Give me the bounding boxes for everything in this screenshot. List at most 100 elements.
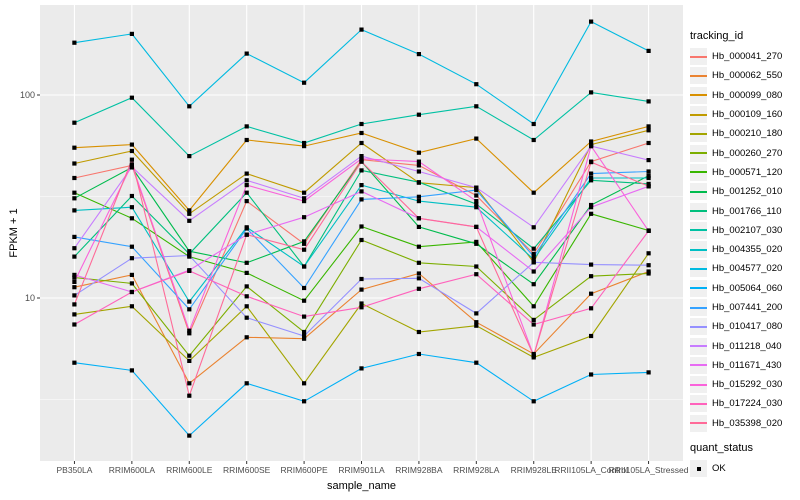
legend-item: Hb_000571_120 [690,163,798,182]
data-point [589,144,594,149]
data-point [531,304,536,309]
legend-color-line-icon [690,325,707,328]
data-point [531,246,536,251]
legend-color-line-icon [690,190,707,193]
data-point [474,185,479,190]
data-point [302,314,307,319]
x-tick-label: RRII105LA_Stressed [609,465,689,475]
data-point [244,190,249,195]
data-point [187,307,192,312]
data-point [187,218,192,223]
data-point [531,225,536,230]
data-point [129,193,134,199]
legend-item-label: Hb_000099_080 [712,89,783,101]
data-point [187,358,192,363]
data-point [302,239,307,244]
legend-color-line-icon [690,132,707,135]
legend-item-label: Hb_004355_020 [712,244,783,256]
data-point [531,282,536,287]
data-point [646,228,651,233]
data-point [416,150,421,155]
data-point [589,291,594,296]
data-point [187,299,192,304]
data-point [359,27,364,32]
quant-status-item: OK [690,459,798,478]
legend-key [690,337,707,355]
legend-key [690,48,707,66]
legend-item: Hb_015292_030 [690,375,798,394]
data-point [72,302,77,307]
legend-key [690,144,707,162]
data-point [531,254,536,259]
data-point [302,336,307,341]
legend-item-label: Hb_005064_060 [712,282,783,294]
data-point [359,305,364,310]
data-point [589,205,594,210]
legend-item: Hb_001252_010 [690,182,798,201]
data-point [302,199,307,204]
legend-item: Hb_000062_550 [690,66,798,85]
data-point [187,328,192,333]
legend-color-line-icon [690,287,707,290]
legend-item: Hb_010417_080 [690,317,798,336]
data-point [416,351,421,357]
data-point [416,52,421,57]
data-point [416,163,421,168]
data-point [72,312,77,317]
data-point [474,202,479,207]
x-tick-label: RRIM928BA [395,465,443,475]
legend-item: Hb_007441_200 [690,298,798,317]
data-point [244,270,249,275]
x-axis-title: sample_name [326,480,397,492]
data-point [187,249,192,254]
legend-item-label: Hb_004577_020 [712,263,783,275]
data-point [531,257,536,262]
legend-key [690,202,707,220]
data-point [474,199,479,204]
y-tick-label: 100 [20,90,35,100]
data-point [589,171,594,176]
data-point [187,393,192,398]
quant-ok-key [690,460,707,478]
legend-item: Hb_004355_020 [690,240,798,259]
data-point [244,178,249,183]
legend-key [690,414,707,432]
legend-item-label: Hb_000062_550 [712,70,783,82]
data-point [646,175,651,181]
data-point [187,268,192,273]
legend-key [690,318,707,336]
legend-color-line-icon [690,364,707,367]
legend-color-line-icon [690,171,707,174]
legend-color-line-icon [690,55,707,58]
data-point [589,211,594,216]
legend-items: Hb_000041_270 Hb_000062_550 Hb_000099_080 H… [690,47,798,433]
data-point [589,372,594,377]
data-point [474,193,479,198]
data-point [302,144,307,149]
data-point [187,433,192,438]
legend-item: Hb_004577_020 [690,259,798,278]
legend-item-label: Hb_000041_270 [712,51,783,63]
legend-item: Hb_000041_270 [690,47,798,66]
legend-key [690,221,707,239]
data-point [129,205,134,210]
legend-item: Hb_002107_030 [690,221,798,240]
data-point [302,241,307,246]
x-tick-label: RRIM928LE [511,465,558,475]
legend-color-line-icon [690,74,707,77]
legend-key [690,183,707,201]
data-point [187,211,192,216]
data-point [359,224,364,229]
legend-item: Hb_001766_110 [690,201,798,220]
data-point [129,272,134,277]
data-point [416,169,421,174]
data-point [129,368,134,373]
x-tick-label: RRIM600LA [109,465,156,475]
data-point [72,234,77,239]
legend-item-label: Hb_015292_030 [712,379,783,391]
data-point [72,120,77,125]
data-point [474,272,479,277]
legend-color-line-icon [690,422,707,425]
x-tick-label: RRII105LA_Control [554,465,628,475]
data-point [416,216,421,221]
